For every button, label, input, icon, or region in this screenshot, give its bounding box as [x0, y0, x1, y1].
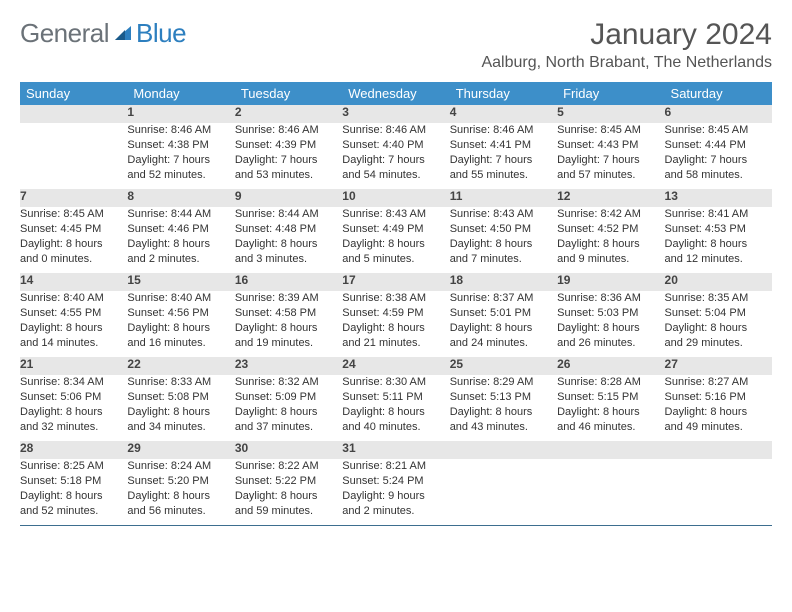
- day-number: 11: [450, 189, 557, 207]
- day-number: 30: [235, 441, 342, 459]
- day-number: 18: [450, 273, 557, 291]
- day-details: Sunrise: 8:41 AMSunset: 4:53 PMDaylight:…: [665, 207, 772, 273]
- day-number: 12: [557, 189, 664, 207]
- calendar-body: 123456Sunrise: 8:46 AMSunset: 4:38 PMDay…: [20, 105, 772, 525]
- day-details: [665, 459, 772, 525]
- day-details: Sunrise: 8:43 AMSunset: 4:50 PMDaylight:…: [450, 207, 557, 273]
- day-detail-row: Sunrise: 8:25 AMSunset: 5:18 PMDaylight:…: [20, 459, 772, 525]
- day-details: Sunrise: 8:25 AMSunset: 5:18 PMDaylight:…: [20, 459, 127, 525]
- brand-part1: General: [20, 18, 109, 49]
- day-details: Sunrise: 8:40 AMSunset: 4:55 PMDaylight:…: [20, 291, 127, 357]
- day-number: 8: [127, 189, 234, 207]
- day-number: 29: [127, 441, 234, 459]
- day-number: 28: [20, 441, 127, 459]
- weekday-header: Tuesday: [235, 82, 342, 105]
- day-number: 24: [342, 357, 449, 375]
- weekday-header: Monday: [127, 82, 234, 105]
- day-details: [20, 123, 127, 189]
- day-details: Sunrise: 8:42 AMSunset: 4:52 PMDaylight:…: [557, 207, 664, 273]
- day-number-row: 123456: [20, 105, 772, 123]
- day-details: Sunrise: 8:40 AMSunset: 4:56 PMDaylight:…: [127, 291, 234, 357]
- calendar-head: SundayMondayTuesdayWednesdayThursdayFrid…: [20, 82, 772, 105]
- header: General Blue January 2024 Aalburg, North…: [20, 18, 772, 78]
- day-details: [450, 459, 557, 525]
- day-number: 10: [342, 189, 449, 207]
- day-number: 9: [235, 189, 342, 207]
- day-details: Sunrise: 8:46 AMSunset: 4:38 PMDaylight:…: [127, 123, 234, 189]
- day-details: Sunrise: 8:39 AMSunset: 4:58 PMDaylight:…: [235, 291, 342, 357]
- day-number: 4: [450, 105, 557, 123]
- day-detail-row: Sunrise: 8:46 AMSunset: 4:38 PMDaylight:…: [20, 123, 772, 189]
- day-number: 26: [557, 357, 664, 375]
- day-number: 31: [342, 441, 449, 459]
- day-details: Sunrise: 8:30 AMSunset: 5:11 PMDaylight:…: [342, 375, 449, 441]
- day-details: Sunrise: 8:46 AMSunset: 4:41 PMDaylight:…: [450, 123, 557, 189]
- calendar-wrap: SundayMondayTuesdayWednesdayThursdayFrid…: [20, 82, 772, 526]
- day-details: Sunrise: 8:27 AMSunset: 5:16 PMDaylight:…: [665, 375, 772, 441]
- day-details: Sunrise: 8:45 AMSunset: 4:44 PMDaylight:…: [665, 123, 772, 189]
- day-details: Sunrise: 8:44 AMSunset: 4:48 PMDaylight:…: [235, 207, 342, 273]
- day-number: [450, 441, 557, 459]
- month-title: January 2024: [481, 18, 772, 52]
- day-details: Sunrise: 8:21 AMSunset: 5:24 PMDaylight:…: [342, 459, 449, 525]
- day-number-row: 21222324252627: [20, 357, 772, 375]
- day-number: [557, 441, 664, 459]
- day-details: Sunrise: 8:29 AMSunset: 5:13 PMDaylight:…: [450, 375, 557, 441]
- day-number: 5: [557, 105, 664, 123]
- day-details: Sunrise: 8:45 AMSunset: 4:43 PMDaylight:…: [557, 123, 664, 189]
- day-number: 6: [665, 105, 772, 123]
- day-number-row: 78910111213: [20, 189, 772, 207]
- day-number: [665, 441, 772, 459]
- day-number: 13: [665, 189, 772, 207]
- day-details: Sunrise: 8:33 AMSunset: 5:08 PMDaylight:…: [127, 375, 234, 441]
- brand-sail-icon: [113, 22, 133, 47]
- day-number: 23: [235, 357, 342, 375]
- day-number: 21: [20, 357, 127, 375]
- day-number: 2: [235, 105, 342, 123]
- day-details: Sunrise: 8:44 AMSunset: 4:46 PMDaylight:…: [127, 207, 234, 273]
- day-number: 25: [450, 357, 557, 375]
- location: Aalburg, North Brabant, The Netherlands: [481, 54, 772, 72]
- day-detail-row: Sunrise: 8:45 AMSunset: 4:45 PMDaylight:…: [20, 207, 772, 273]
- day-details: Sunrise: 8:46 AMSunset: 4:39 PMDaylight:…: [235, 123, 342, 189]
- day-number: 20: [665, 273, 772, 291]
- brand-part2: Blue: [136, 18, 186, 49]
- day-number-row: 14151617181920: [20, 273, 772, 291]
- day-details: Sunrise: 8:45 AMSunset: 4:45 PMDaylight:…: [20, 207, 127, 273]
- day-number: 16: [235, 273, 342, 291]
- day-details: Sunrise: 8:28 AMSunset: 5:15 PMDaylight:…: [557, 375, 664, 441]
- day-number: 19: [557, 273, 664, 291]
- day-number: 22: [127, 357, 234, 375]
- calendar-table: SundayMondayTuesdayWednesdayThursdayFrid…: [20, 82, 772, 525]
- day-number: 27: [665, 357, 772, 375]
- day-number: 3: [342, 105, 449, 123]
- day-details: Sunrise: 8:36 AMSunset: 5:03 PMDaylight:…: [557, 291, 664, 357]
- day-details: [557, 459, 664, 525]
- weekday-header: Sunday: [20, 82, 127, 105]
- day-number: 7: [20, 189, 127, 207]
- day-number-row: 28293031: [20, 441, 772, 459]
- day-detail-row: Sunrise: 8:40 AMSunset: 4:55 PMDaylight:…: [20, 291, 772, 357]
- day-details: Sunrise: 8:38 AMSunset: 4:59 PMDaylight:…: [342, 291, 449, 357]
- day-detail-row: Sunrise: 8:34 AMSunset: 5:06 PMDaylight:…: [20, 375, 772, 441]
- weekday-header: Wednesday: [342, 82, 449, 105]
- day-details: Sunrise: 8:35 AMSunset: 5:04 PMDaylight:…: [665, 291, 772, 357]
- title-block: January 2024 Aalburg, North Brabant, The…: [481, 18, 772, 78]
- weekday-header: Friday: [557, 82, 664, 105]
- day-details: Sunrise: 8:43 AMSunset: 4:49 PMDaylight:…: [342, 207, 449, 273]
- day-details: Sunrise: 8:32 AMSunset: 5:09 PMDaylight:…: [235, 375, 342, 441]
- day-details: Sunrise: 8:24 AMSunset: 5:20 PMDaylight:…: [127, 459, 234, 525]
- day-number: 17: [342, 273, 449, 291]
- day-details: Sunrise: 8:34 AMSunset: 5:06 PMDaylight:…: [20, 375, 127, 441]
- day-details: Sunrise: 8:37 AMSunset: 5:01 PMDaylight:…: [450, 291, 557, 357]
- brand-logo: General Blue: [20, 18, 186, 49]
- weekday-header: Saturday: [665, 82, 772, 105]
- day-details: Sunrise: 8:22 AMSunset: 5:22 PMDaylight:…: [235, 459, 342, 525]
- weekday-header: Thursday: [450, 82, 557, 105]
- day-number: 15: [127, 273, 234, 291]
- day-details: Sunrise: 8:46 AMSunset: 4:40 PMDaylight:…: [342, 123, 449, 189]
- day-number: 14: [20, 273, 127, 291]
- day-number: [20, 105, 127, 123]
- day-number: 1: [127, 105, 234, 123]
